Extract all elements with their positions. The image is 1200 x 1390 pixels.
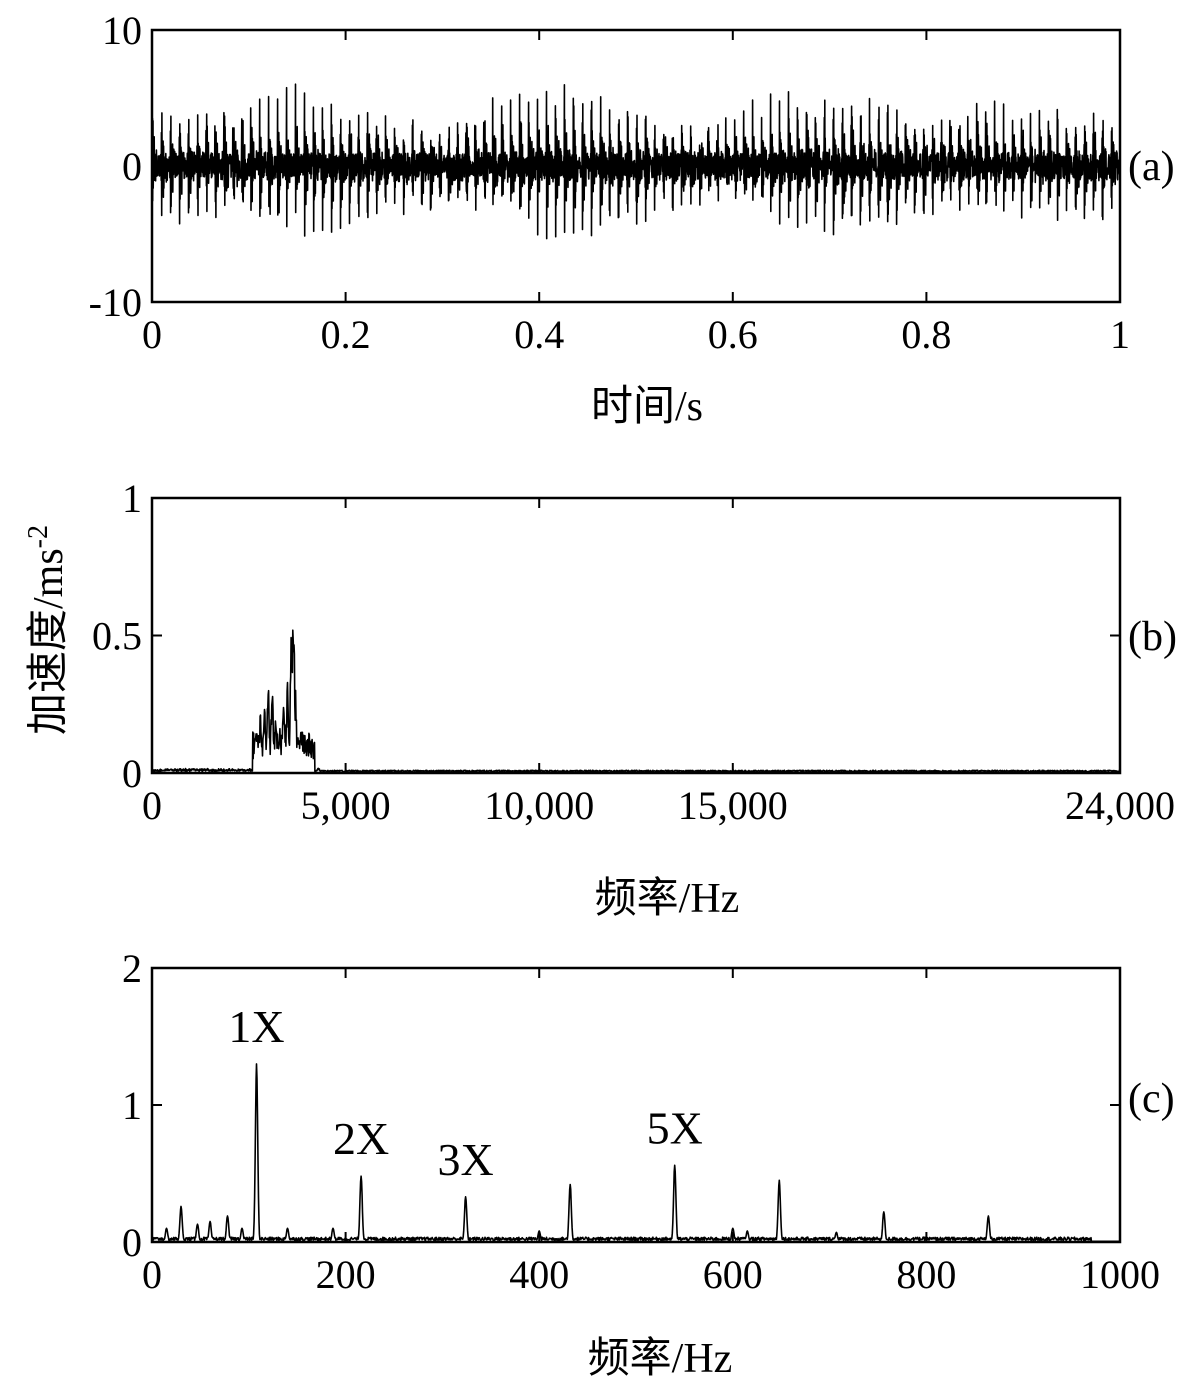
y-tick-label: 1 <box>122 1083 142 1128</box>
x-tick-label: 800 <box>896 1252 956 1297</box>
x-tick-label: 0 <box>142 312 162 357</box>
x-tick-label: 0.4 <box>514 312 564 357</box>
panel-label-b: (b) <box>1128 614 1177 660</box>
x-axis-label-c: 频率/Hz <box>588 1335 733 1382</box>
x-tick-label: 15,000 <box>678 783 788 828</box>
y-axis-label-b-main: 加速度/ms <box>26 548 72 735</box>
peak-annotation: 1X <box>228 1001 284 1052</box>
panel-b: 0 5,000 10,000 15,000 24,000 0 0.5 1 频率/Hz 加速度/… <box>23 476 1177 922</box>
peak-annotation: 2X <box>333 1113 389 1164</box>
x-tick-label: 1000 <box>1080 1252 1160 1297</box>
y-axis-label-b: 加速度/ms-2 <box>23 525 73 735</box>
panel-label-c: (c) <box>1128 1076 1175 1122</box>
time-signal-line <box>151 83 1121 240</box>
panel-c: 0 200 400 600 800 1000 0 1 2 1X 2X 3X 5X 频率/Hz (c) <box>122 946 1175 1382</box>
spectrum-line-b <box>151 629 1121 773</box>
x-tick-label: 600 <box>703 1252 763 1297</box>
peak-annotations: 1X 2X 3X 5X <box>228 1001 702 1185</box>
y-tick-label: 0 <box>122 1220 142 1265</box>
ticks-b: 0 5,000 10,000 15,000 24,000 0 0.5 1 <box>92 476 1175 828</box>
x-axis-label-a: 时间/s <box>591 384 703 430</box>
x-tick-label: 400 <box>509 1252 569 1297</box>
y-tick-label: 1 <box>122 476 142 521</box>
y-tick-label: 10 <box>102 8 142 53</box>
x-axis-label-b: 频率/Hz <box>595 875 740 922</box>
y-tick-label: 2 <box>122 946 142 991</box>
x-tick-label: 10,000 <box>484 783 594 828</box>
x-tick-label: 0 <box>142 1252 162 1297</box>
y-tick-label: 0.5 <box>92 614 142 659</box>
x-tick-label: 0.6 <box>708 312 758 357</box>
peak-annotation: 5X <box>647 1102 703 1153</box>
x-tick-label: 0.8 <box>901 312 951 357</box>
x-tick-label: 0.2 <box>321 312 371 357</box>
x-tick-label: 0 <box>142 783 162 828</box>
spectrum-line-c <box>151 1063 1121 1243</box>
x-tick-label: 200 <box>316 1252 376 1297</box>
y-axis-label-b-sup: -2 <box>23 525 54 548</box>
x-tick-label: 5,000 <box>301 783 391 828</box>
y-tick-label: -10 <box>89 280 142 325</box>
x-tick-label: 1 <box>1110 312 1130 357</box>
y-tick-label: 0 <box>122 144 142 189</box>
ticks-c: 0 200 400 600 800 1000 0 1 2 <box>122 946 1160 1297</box>
panel-label-a: (a) <box>1128 144 1175 190</box>
x-tick-label: 24,000 <box>1065 783 1175 828</box>
peak-annotation: 3X <box>438 1134 494 1185</box>
y-tick-label: 0 <box>122 751 142 796</box>
plot-frame-c <box>150 966 1122 1244</box>
